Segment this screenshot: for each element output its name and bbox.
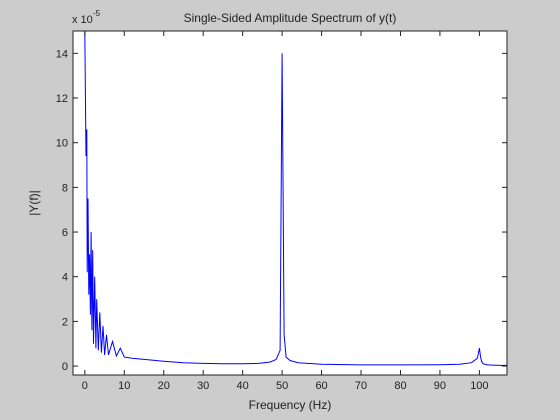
x-tick-label: 100 <box>470 380 488 392</box>
chart-title: Single-Sided Amplitude Spectrum of y(t) <box>184 11 397 25</box>
x-tick-label: 30 <box>197 380 209 392</box>
y-tick-label: 8 <box>62 182 68 194</box>
y-tick-label: 4 <box>62 272 68 284</box>
series-layer <box>84 30 507 366</box>
y-exponent-label: x 10 <box>72 14 93 26</box>
x-tick-label: 70 <box>355 380 367 392</box>
spectrum-line <box>84 30 507 366</box>
y-exponent-power: -5 <box>93 9 101 18</box>
plot-frame <box>72 30 508 376</box>
x-tick-label: 40 <box>237 380 249 392</box>
x-tick-label: 20 <box>158 380 170 392</box>
x-tick-label: 0 <box>82 380 88 392</box>
y-tick-label: 10 <box>56 138 68 150</box>
y-tick-label: 14 <box>56 48 68 60</box>
x-axis-ticks: 0 10 20 30 40 50 60 70 80 90 100 <box>82 31 489 392</box>
plot-area <box>73 31 507 375</box>
x-axis-label: Frequency (Hz) <box>249 398 332 412</box>
y-axis-label: |Y(f)| <box>27 190 41 216</box>
y-tick-label: 0 <box>62 361 68 373</box>
x-tick-label: 10 <box>118 380 130 392</box>
x-tick-label: 50 <box>276 380 288 392</box>
y-tick-label: 2 <box>62 316 68 328</box>
y-tick-label: 6 <box>62 227 68 239</box>
x-tick-label: 90 <box>434 380 446 392</box>
y-tick-label: 12 <box>56 93 68 105</box>
y-axis-ticks: 0 2 4 6 8 10 12 14 <box>56 48 507 373</box>
x-tick-label: 60 <box>315 380 327 392</box>
x-tick-label: 80 <box>394 380 406 392</box>
